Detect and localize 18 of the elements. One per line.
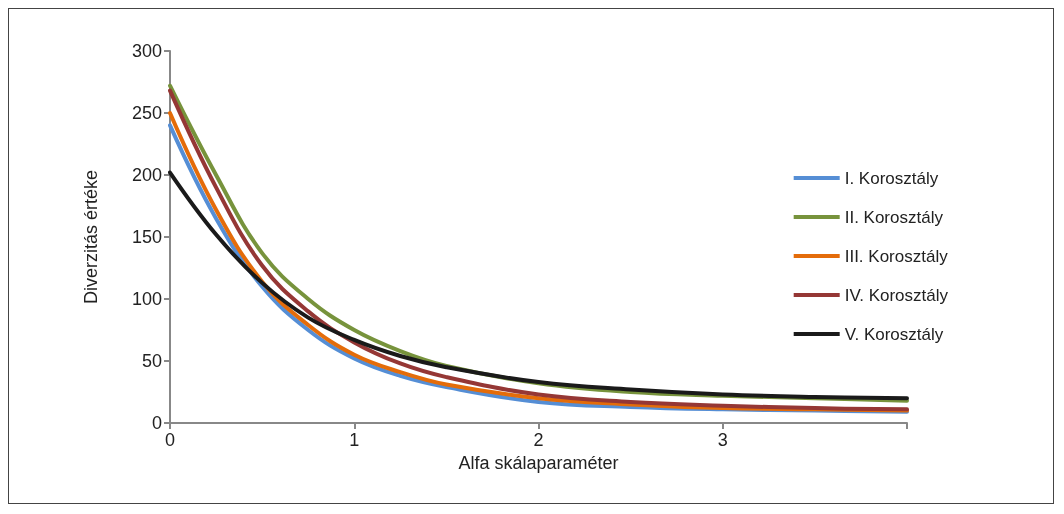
x-tick-label: 1 (349, 430, 360, 450)
x-tick-label: 2 (533, 430, 544, 450)
legend-label: III. Korosztály (844, 246, 949, 266)
x-tick-label: 0 (164, 430, 176, 450)
x-axis-title: Alfa skálaparaméter (458, 452, 619, 473)
y-tick-label: 150 (131, 227, 162, 247)
y-tick-label: 250 (131, 103, 162, 123)
legend-label: V. Korosztály (844, 324, 944, 344)
y-tick-label: 200 (131, 165, 162, 185)
y-tick-label: 50 (141, 351, 162, 371)
legend-label: II. Korosztály (844, 207, 944, 227)
legend-label: I. Korosztály (844, 168, 939, 188)
y-tick-label: 300 (131, 41, 162, 61)
y-axis-title: Diverzitás értéke (81, 169, 101, 305)
y-tick-label: 100 (131, 289, 162, 309)
legend-label: IV. Korosztály (844, 285, 949, 305)
x-tick-label: 3 (717, 430, 728, 450)
y-tick-label: 0 (151, 413, 162, 433)
